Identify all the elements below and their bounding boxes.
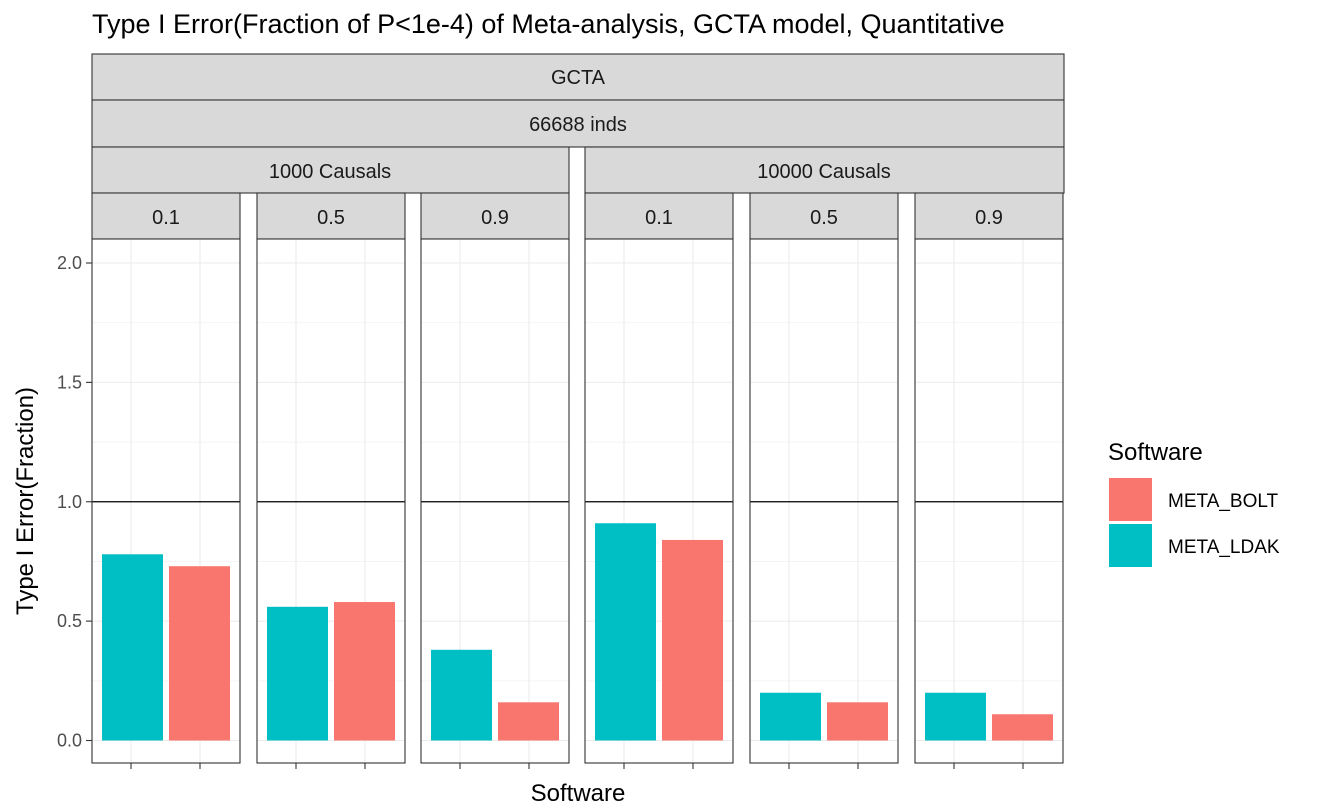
- legend: Software META_BOLT META_LDAK: [1108, 439, 1280, 567]
- facet-panel: 0.9: [420, 192, 570, 769]
- panel-strip-label: 0.9: [975, 207, 1003, 229]
- facet-panel: 0.9: [914, 192, 1064, 769]
- legend-key-meta-ldak: [1109, 524, 1152, 567]
- y-tick-label: 1.0: [57, 492, 82, 512]
- y-tick-label: 0.0: [57, 731, 82, 751]
- bar-meta-bolt: [662, 539, 723, 741]
- bar-meta-bolt: [992, 714, 1053, 741]
- panel-border: [91, 238, 241, 764]
- panel-strip: [914, 192, 1064, 240]
- bar-meta-ldak: [431, 649, 492, 741]
- bar-meta-bolt: [498, 702, 559, 741]
- y-tick-label: 1.5: [57, 372, 82, 392]
- facet-panel: 0.1: [91, 192, 241, 769]
- y-tick-label: 0.5: [57, 611, 82, 631]
- chart-title: Type I Error(Fraction of P<1e-4) of Meta…: [92, 9, 1005, 39]
- x-axis-title: Software: [531, 780, 626, 807]
- strip-level1: GCTA: [91, 53, 1065, 101]
- bar-meta-ldak: [925, 692, 986, 741]
- facet-panel: 0.5: [256, 192, 406, 769]
- panel-border: [749, 238, 899, 764]
- bar-meta-ldak: [760, 692, 821, 741]
- panel-strip: [584, 192, 734, 240]
- bar-meta-ldak: [102, 554, 163, 741]
- panel-strip-label: 0.5: [317, 207, 345, 229]
- panel-strip-label: 0.5: [810, 207, 838, 229]
- strip-causal-1000: 1000 Causals: [91, 146, 570, 194]
- strip-causal-10000: 10000 Causals: [584, 146, 1065, 194]
- y-axis: 0.0 0.5 1.0 1.5 2.0: [57, 253, 92, 751]
- bar-meta-bolt: [334, 602, 395, 741]
- panel-strip: [420, 192, 570, 240]
- legend-label: META_BOLT: [1168, 491, 1279, 512]
- y-axis-title: Type I Error(Fraction): [12, 387, 39, 615]
- strip-gcta-label: GCTA: [551, 67, 606, 89]
- panel-border: [914, 238, 1064, 764]
- panel-border: [584, 238, 734, 764]
- panel-strip: [256, 192, 406, 240]
- strip-causal-1000-label: 1000 Causals: [269, 161, 391, 183]
- strip-inds-label: 66688 inds: [529, 114, 627, 136]
- panel-strip-label: 0.1: [645, 207, 673, 229]
- facet-panels: 0.1 0.5 0.9 0.1 0.5 0.9: [91, 192, 1064, 769]
- bar-meta-bolt: [827, 702, 888, 741]
- legend-label: META_LDAK: [1168, 537, 1280, 558]
- strip-causal-10000-label: 10000 Causals: [757, 161, 890, 183]
- panel-border: [420, 238, 570, 764]
- facet-panel: 0.5: [749, 192, 899, 769]
- panel-strip-label: 0.1: [152, 207, 180, 229]
- panel-border: [256, 238, 406, 764]
- bar-meta-ldak: [267, 606, 328, 741]
- legend-key-meta-bolt: [1109, 478, 1152, 521]
- panel-background: [915, 239, 1063, 763]
- legend-title: Software: [1108, 439, 1203, 466]
- facet-panel: 0.1: [584, 192, 734, 769]
- y-tick-label: 2.0: [57, 253, 82, 273]
- strip-level2: 66688 inds: [91, 99, 1065, 148]
- bar-meta-bolt: [169, 566, 230, 741]
- panel-background: [750, 239, 898, 763]
- bar-meta-ldak: [595, 523, 656, 741]
- panel-strip: [749, 192, 899, 240]
- panel-strip-label: 0.9: [481, 207, 509, 229]
